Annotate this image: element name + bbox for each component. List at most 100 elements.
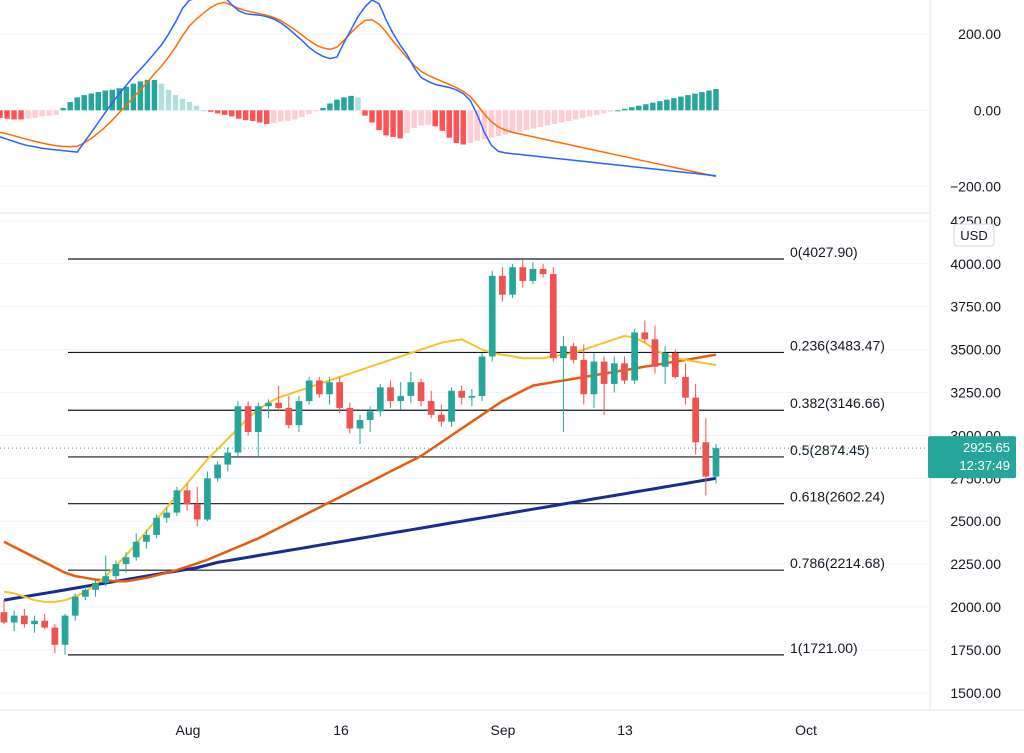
currency-label: USD [960, 228, 987, 243]
macd-pane[interactable]: 200.00 0.00 −200.00 [0, 0, 1001, 194]
histogram-bar [565, 110, 572, 121]
histogram-bar [418, 110, 424, 126]
candle [478, 353, 486, 402]
histogram-bar [397, 110, 403, 139]
histogram-bar [116, 88, 123, 111]
histogram-bar [629, 107, 635, 111]
candle [702, 418, 710, 496]
candle [224, 447, 232, 472]
candle-body [275, 402, 282, 408]
histogram-bar [362, 110, 368, 116]
candle-body [326, 382, 333, 395]
histogram-bar [186, 101, 193, 111]
candle-body [417, 382, 425, 402]
price-tick-label: 2250.00 [950, 556, 1001, 572]
histogram-bar [502, 110, 509, 135]
candle [580, 344, 588, 405]
candle [712, 443, 720, 484]
candle-body [407, 382, 415, 396]
candle [244, 401, 252, 436]
candle [366, 406, 374, 432]
time-tick-label: Sep [491, 722, 516, 738]
candle [315, 377, 323, 398]
fib-level-label: 1(1721.00) [790, 640, 858, 656]
histogram-bar [144, 79, 151, 111]
candle [692, 383, 700, 455]
histogram-bar [593, 110, 600, 115]
candle [519, 258, 527, 288]
histogram-bar [671, 98, 677, 111]
histogram-bar [95, 92, 102, 111]
candle [376, 383, 384, 417]
histogram-bar [39, 110, 45, 117]
histogram-bar [299, 110, 305, 118]
histogram-bar [207, 110, 214, 112]
time-axis[interactable]: Aug 16 Sep 13 Oct [176, 722, 817, 738]
price-tick-label: 3250.00 [950, 384, 1001, 400]
histogram-bar [713, 89, 719, 111]
histogram-bar [432, 110, 438, 127]
candle [20, 608, 28, 628]
candle-body [346, 407, 354, 429]
histogram-bar [200, 110, 207, 112]
candle [631, 328, 638, 384]
candle-body [682, 377, 689, 398]
macd-price-axis[interactable]: 200.00 0.00 −200.00 [950, 26, 1001, 194]
fibonacci-retracement[interactable]: 0(4027.90) 0.236(3483.47) 0.382(3146.66) 0.… [68, 244, 885, 656]
candle [326, 377, 333, 405]
candle-body [488, 275, 496, 357]
histogram-bar [137, 81, 144, 111]
histogram-bar [242, 110, 249, 121]
candle [71, 593, 79, 621]
candle [143, 529, 150, 549]
histogram-bar [614, 110, 621, 112]
histogram-bar [165, 89, 172, 111]
fib-level-label: 0.382(3146.66) [790, 395, 885, 411]
candle [600, 356, 608, 415]
candle-body [712, 448, 720, 477]
candle-body [580, 359, 588, 395]
price-pane[interactable]: 0(4027.90) 0.236(3483.47) 0.382(3146.66) 0.… [0, 213, 1016, 701]
candle-body [254, 406, 262, 432]
fib-level-label: 0.786(2214.68) [790, 555, 885, 571]
candle [671, 349, 679, 379]
candle-body [519, 267, 527, 281]
candle [499, 267, 506, 302]
candle-body [610, 363, 618, 384]
candle-body [41, 620, 49, 628]
histogram-bar [699, 92, 705, 111]
histogram-bar [214, 110, 221, 114]
macd-tick-label: 200.00 [958, 26, 1001, 42]
histogram-bar [530, 110, 537, 129]
histogram-bar [313, 110, 319, 112]
histogram-bar [657, 101, 663, 111]
candle-body [143, 534, 150, 542]
candle [41, 613, 49, 630]
histogram-bar [74, 97, 80, 111]
candle-body [224, 452, 232, 465]
histogram-bar [622, 108, 628, 111]
histogram-bar [60, 108, 66, 111]
histogram-bar [460, 110, 467, 145]
time-tick-label: 16 [333, 722, 349, 738]
currency-badge[interactable]: USD [953, 223, 995, 247]
candle [539, 263, 547, 278]
candle-body [641, 332, 649, 340]
candle-body [458, 390, 466, 398]
histogram-bar [193, 105, 200, 111]
histogram-bar [341, 97, 347, 111]
histogram-bar [551, 110, 558, 124]
histogram-bar [411, 110, 417, 128]
price-tick-label: 3750.00 [950, 299, 1001, 315]
histogram-bar [256, 110, 263, 123]
histogram-bar [292, 110, 298, 120]
histogram-bar [327, 103, 333, 111]
candle-body [51, 627, 59, 645]
candle-body [10, 615, 18, 623]
candle-body [468, 395, 476, 398]
candle [560, 335, 567, 432]
candle-body [132, 541, 140, 558]
histogram-bar [495, 110, 502, 137]
